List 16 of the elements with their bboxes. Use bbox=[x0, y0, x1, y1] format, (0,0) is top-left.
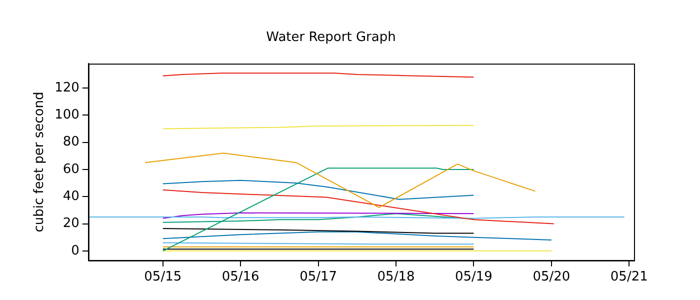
x-tick-label: 05/19 bbox=[454, 270, 492, 285]
x-tick-label: 05/17 bbox=[300, 270, 338, 285]
y-axis-title: cubic feet per second bbox=[32, 92, 48, 232]
x-tick-label: 05/16 bbox=[222, 270, 260, 285]
x-tick-label: 05/20 bbox=[532, 270, 570, 285]
y-tick-label: 60 bbox=[62, 162, 80, 177]
y-tick-label: 100 bbox=[54, 108, 80, 123]
y-tick-label: 40 bbox=[62, 188, 80, 204]
y-tick-label: 80 bbox=[62, 134, 80, 150]
x-tick-label: 05/15 bbox=[144, 270, 182, 285]
x-tick-label: 05/18 bbox=[377, 270, 415, 285]
x-tick-label: 05/21 bbox=[610, 270, 648, 285]
y-tick-label: 0 bbox=[71, 243, 80, 258]
y-tick-label: 120 bbox=[54, 80, 80, 96]
chart-title: Water Report Graph bbox=[266, 30, 396, 46]
y-tick-label: 20 bbox=[62, 216, 80, 232]
